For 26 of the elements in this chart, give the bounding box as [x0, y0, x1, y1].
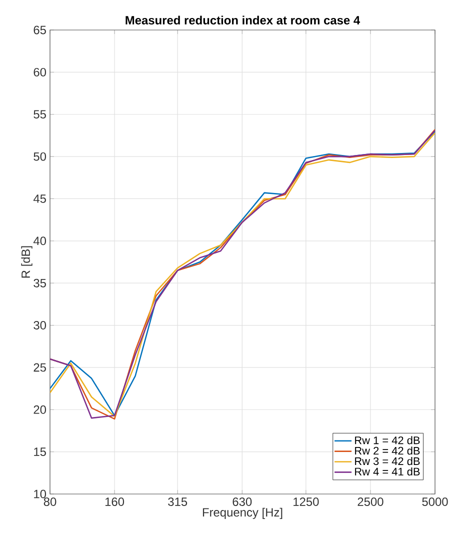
legend-label: Rw 4 = 41 dB	[355, 467, 420, 476]
y-tick-label: 30	[34, 321, 46, 330]
x-tick-label: 5000	[422, 498, 448, 506]
legend-label: Rw 2 = 42 dB	[355, 446, 420, 455]
x-tick-label: 315	[168, 498, 188, 506]
y-tick-label: 15	[34, 448, 46, 456]
legend-label: Rw 1 = 42 dB	[355, 436, 420, 444]
y-tick-label: 40	[33, 236, 46, 246]
y-tick-label: 25	[34, 363, 46, 372]
x-axis-title: Frequency [Hz]	[202, 508, 282, 519]
y-tick-label: 10	[34, 490, 46, 498]
y-tick-label: 60	[34, 68, 46, 76]
legend-label: Rw 3 = 42 dB	[355, 457, 420, 466]
x-tick-label: 2500	[358, 498, 384, 506]
x-tick-label: 80	[44, 498, 56, 506]
x-tick-label: 1250	[294, 498, 319, 506]
x-tick-label: 160	[105, 498, 124, 506]
y-tick-label: 45	[33, 194, 46, 203]
y-tick-label: 55	[34, 110, 46, 119]
chart-title: Measured reduction index at room case 4	[126, 16, 360, 24]
y-tick-label: 65	[34, 26, 46, 34]
x-tick-label: 630	[232, 498, 252, 506]
y-tick-label: 35	[34, 278, 46, 288]
y-tick-label: 20	[34, 405, 46, 414]
y-tick-label: 50	[34, 152, 46, 161]
y-axis-title: R [dB]	[21, 246, 32, 278]
